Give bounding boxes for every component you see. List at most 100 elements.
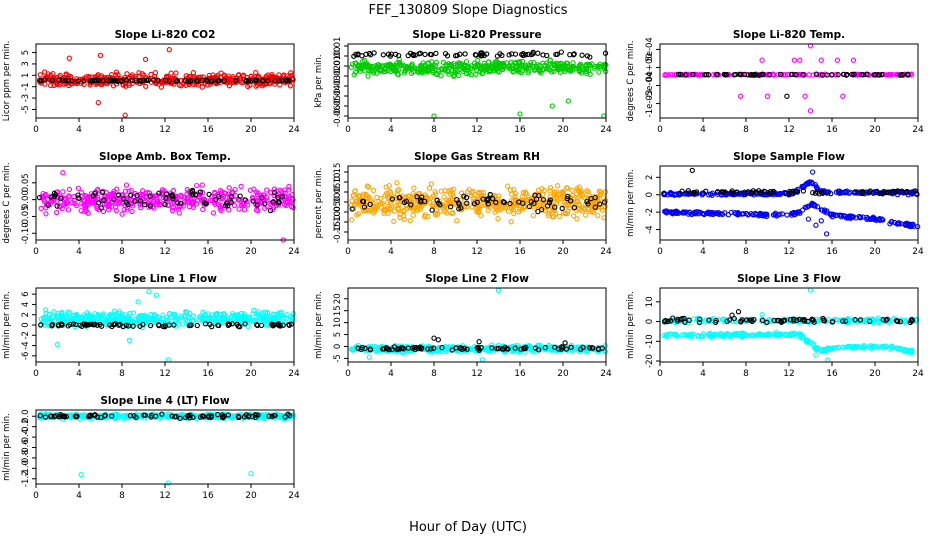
data-point — [67, 194, 71, 198]
series-points — [349, 288, 607, 361]
data-point — [474, 72, 478, 76]
data-point — [38, 73, 42, 77]
data-point — [200, 183, 204, 187]
data-point — [785, 213, 789, 217]
data-point — [144, 57, 148, 61]
y-tick-label: -4 — [645, 225, 655, 233]
y-axis-label: ml/min per min. — [2, 413, 12, 481]
data-point — [819, 58, 823, 62]
y-tick-label: 1 — [21, 73, 31, 78]
data-point — [825, 232, 829, 236]
data-point — [166, 358, 170, 362]
data-point — [392, 219, 396, 223]
data-point — [233, 187, 237, 191]
panel-title: Slope Line 2 Flow — [425, 273, 529, 285]
x-tick-label: 16 — [202, 247, 214, 257]
data-point — [211, 211, 215, 215]
x-tick-label: 4 — [76, 247, 82, 257]
x-tick-label: 8 — [743, 369, 749, 379]
x-tick-label: 8 — [743, 125, 749, 135]
x-tick-label: 20 — [869, 125, 881, 135]
x-tick-label: 12 — [783, 247, 794, 257]
y-tick-label: -10 — [645, 334, 655, 348]
data-point — [181, 322, 185, 326]
plot-frame — [660, 166, 918, 240]
data-point — [690, 168, 694, 172]
data-point — [496, 217, 500, 221]
data-point — [195, 184, 199, 188]
y-tick-label: -20 — [645, 354, 655, 368]
x-tick-label: 24 — [912, 125, 924, 135]
data-point — [455, 219, 459, 223]
data-point — [536, 51, 540, 55]
y-tick-label: 6 — [21, 291, 31, 296]
data-point — [814, 223, 818, 227]
figure-title: FEF_130809 Slope Diagnostics — [368, 3, 567, 18]
panel-title: Slope Line 1 Flow — [113, 273, 217, 285]
data-point — [96, 101, 100, 105]
y-axis-label: ml/min per min. — [2, 291, 12, 359]
x-tick-label: 16 — [514, 247, 526, 257]
y-tick-label: 0 — [645, 319, 655, 324]
data-point — [531, 214, 535, 218]
x-tick-label: 24 — [912, 369, 924, 379]
data-point — [518, 112, 522, 116]
x-tick-label: 0 — [345, 369, 351, 379]
data-point — [509, 220, 513, 224]
data-point — [601, 196, 605, 200]
y-axis-label: degrees C per min. — [626, 40, 636, 121]
panel-title: Slope Amb. Box Temp. — [99, 151, 231, 163]
panel-4: Slope Amb. Box Temp. degrees C per min. 0 4… — [2, 151, 300, 257]
data-point — [237, 207, 241, 211]
data-point — [602, 216, 606, 220]
series-points — [349, 181, 608, 224]
data-point — [171, 188, 175, 192]
x-tick-label: 20 — [557, 125, 569, 135]
panel-title: Slope Gas Stream RH — [414, 151, 540, 163]
y-tick-label: -5 — [333, 354, 343, 362]
x-tick-label: 16 — [826, 369, 838, 379]
x-tick-label: 0 — [33, 247, 39, 257]
x-tick-label: 4 — [76, 369, 82, 379]
x-tick-label: 4 — [388, 125, 394, 135]
y-tick-label: 2 — [21, 312, 31, 317]
data-point — [566, 99, 570, 103]
data-point — [124, 183, 128, 187]
y-tick-label: 15 — [333, 305, 343, 316]
y-tick-label: -6 — [21, 352, 31, 360]
panel-title: Slope Line 3 Flow — [737, 273, 841, 285]
y-tick-label: 5e-04 — [645, 37, 655, 62]
data-point — [55, 342, 59, 346]
data-point — [570, 188, 574, 192]
x-tick-label: 8 — [431, 369, 437, 379]
x-tick-label: 24 — [288, 125, 300, 135]
data-point — [130, 209, 134, 213]
x-tick-label: 8 — [119, 125, 125, 135]
data-point — [480, 358, 484, 362]
data-point — [457, 73, 461, 77]
x-tick-label: 4 — [700, 125, 706, 135]
y-axis-label: degrees C per min. — [2, 162, 12, 243]
y-axis-label: Licor ppm per min. — [2, 41, 12, 122]
data-point — [411, 213, 415, 217]
x-tick-label: 16 — [514, 125, 526, 135]
x-tick-label: 12 — [471, 247, 482, 257]
data-point — [826, 358, 830, 362]
panel-title: Slope Li-820 Pressure — [412, 29, 541, 41]
x-tick-label: 24 — [600, 125, 612, 135]
x-tick-label: 24 — [600, 369, 612, 379]
data-point — [367, 355, 371, 359]
data-point — [808, 288, 812, 292]
data-point — [66, 208, 70, 212]
data-point — [496, 288, 500, 292]
data-point — [814, 353, 818, 357]
x-tick-label: 12 — [159, 125, 170, 135]
data-point — [803, 94, 807, 98]
data-point — [147, 290, 151, 294]
data-point — [536, 210, 540, 214]
data-point — [436, 338, 440, 342]
